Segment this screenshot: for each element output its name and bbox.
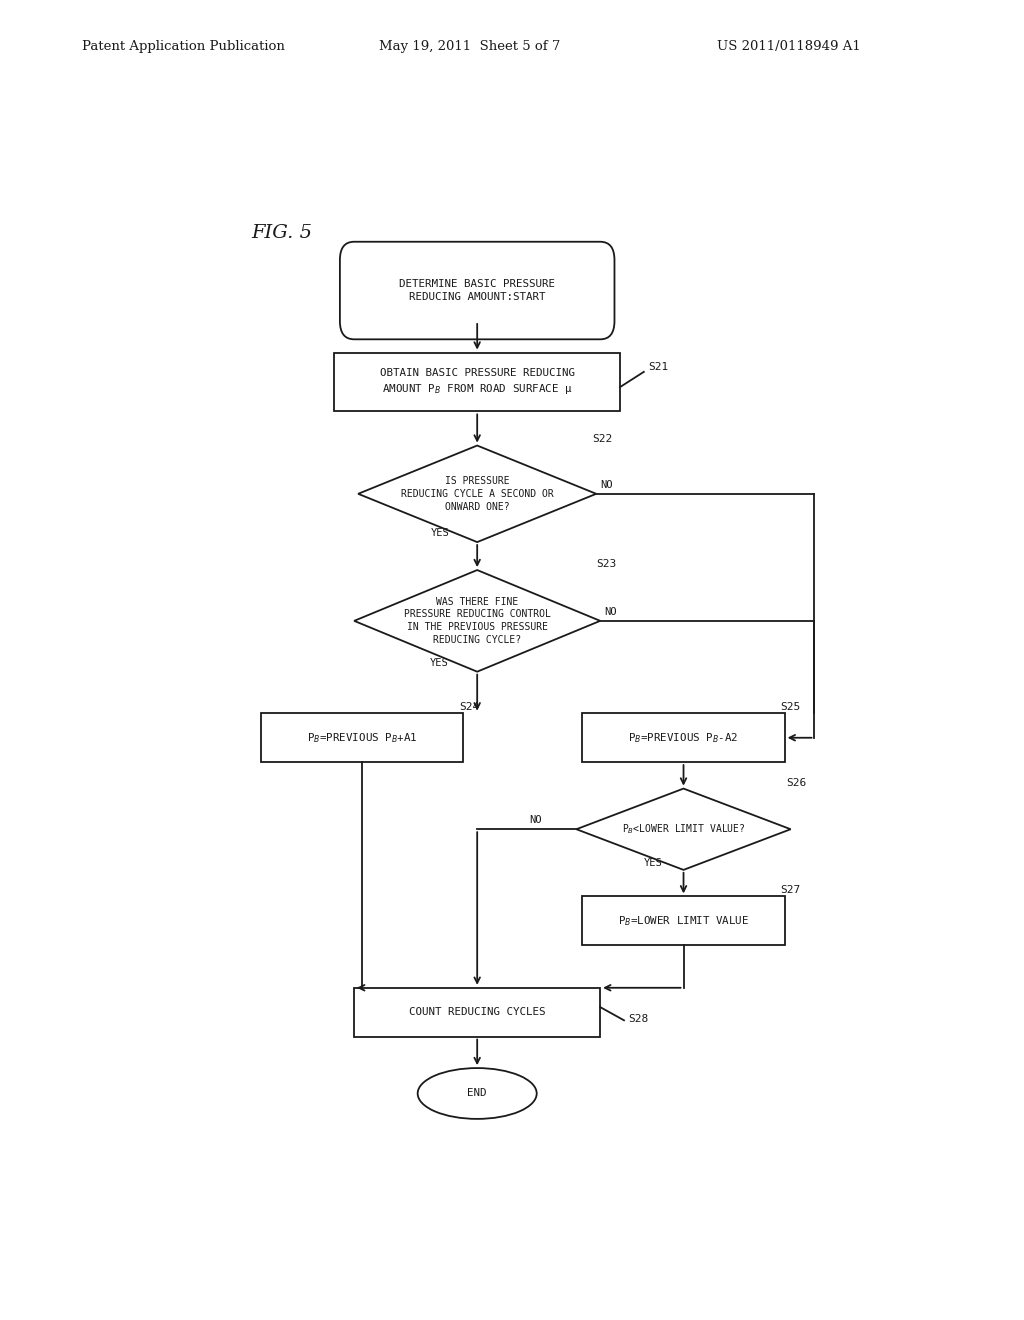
Text: S21: S21 xyxy=(648,362,668,372)
Text: END: END xyxy=(467,1089,487,1098)
Text: May 19, 2011  Sheet 5 of 7: May 19, 2011 Sheet 5 of 7 xyxy=(379,40,560,53)
Text: YES: YES xyxy=(644,858,663,867)
Text: S24: S24 xyxy=(460,702,479,713)
Text: FIG. 5: FIG. 5 xyxy=(251,223,312,242)
Bar xyxy=(354,987,600,1036)
Bar xyxy=(583,896,784,945)
Text: S26: S26 xyxy=(786,777,807,788)
Text: S27: S27 xyxy=(780,886,801,895)
Text: US 2011/0118949 A1: US 2011/0118949 A1 xyxy=(717,40,860,53)
Text: DETERMINE BASIC PRESSURE
REDUCING AMOUNT:START: DETERMINE BASIC PRESSURE REDUCING AMOUNT… xyxy=(399,279,555,302)
Polygon shape xyxy=(358,446,596,543)
Text: P$_B$<LOWER LIMIT VALUE?: P$_B$<LOWER LIMIT VALUE? xyxy=(622,822,745,836)
Text: YES: YES xyxy=(431,528,450,539)
Text: YES: YES xyxy=(430,657,449,668)
Bar xyxy=(583,713,784,762)
Text: COUNT REDUCING CYCLES: COUNT REDUCING CYCLES xyxy=(409,1007,546,1018)
Text: P$_B$=LOWER LIMIT VALUE: P$_B$=LOWER LIMIT VALUE xyxy=(617,913,750,928)
Text: P$_B$=PREVIOUS P$_B$+A1: P$_B$=PREVIOUS P$_B$+A1 xyxy=(307,731,418,744)
Polygon shape xyxy=(354,570,600,672)
Ellipse shape xyxy=(418,1068,537,1119)
Text: S25: S25 xyxy=(780,702,801,713)
Bar xyxy=(334,352,620,412)
Text: S28: S28 xyxy=(628,1014,648,1024)
Text: S22: S22 xyxy=(592,434,612,445)
Text: OBTAIN BASIC PRESSURE REDUCING
AMOUNT P$_B$ FROM ROAD SURFACE μ: OBTAIN BASIC PRESSURE REDUCING AMOUNT P$… xyxy=(380,368,574,396)
Text: IS PRESSURE
REDUCING CYCLE A SECOND OR
ONWARD ONE?: IS PRESSURE REDUCING CYCLE A SECOND OR O… xyxy=(400,477,554,512)
Text: NO: NO xyxy=(600,479,612,490)
Bar xyxy=(261,713,463,762)
Text: P$_B$=PREVIOUS P$_B$-A2: P$_B$=PREVIOUS P$_B$-A2 xyxy=(629,731,738,744)
Polygon shape xyxy=(577,788,791,870)
Text: S23: S23 xyxy=(596,558,616,569)
Text: Patent Application Publication: Patent Application Publication xyxy=(82,40,285,53)
FancyBboxPatch shape xyxy=(340,242,614,339)
Text: NO: NO xyxy=(528,816,542,825)
Text: NO: NO xyxy=(604,607,616,616)
Text: WAS THERE FINE
PRESSURE REDUCING CONTROL
IN THE PREVIOUS PRESSURE
REDUCING CYCLE: WAS THERE FINE PRESSURE REDUCING CONTROL… xyxy=(403,597,551,645)
